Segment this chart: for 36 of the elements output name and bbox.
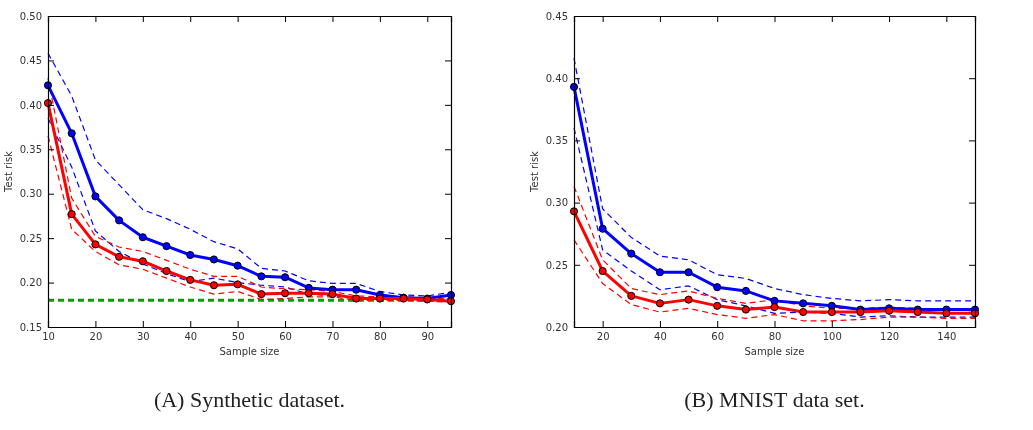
x-axis-title: Sample size xyxy=(219,346,280,357)
y-tick-label: 0.40 xyxy=(545,72,568,84)
x-tick-label: 60 xyxy=(279,331,292,343)
y-tick-label: 0.25 xyxy=(19,232,42,244)
x-tick-label: 10 xyxy=(42,331,55,343)
y-axis-title: Test risk xyxy=(529,150,540,193)
text: (B) MNIST data set. xyxy=(684,387,865,412)
x-tick-label: 80 xyxy=(374,331,387,343)
x-tick-label: 20 xyxy=(89,331,103,343)
y-tick-label: 0.40 xyxy=(19,99,42,111)
y-axis-title: Test risk xyxy=(3,150,14,193)
x-tick-label: 30 xyxy=(136,331,150,343)
y-tick-label: 0.20 xyxy=(19,277,42,289)
x-tick-label: 70 xyxy=(326,331,340,343)
y-tick-label: 0.25 xyxy=(545,259,568,271)
x-tick-label: 120 xyxy=(880,331,900,343)
x-axis-title: Sample size xyxy=(744,346,805,357)
x-tick-label: 50 xyxy=(231,331,245,343)
y-tick-label: 0.35 xyxy=(19,143,42,155)
x-tick-label: 80 xyxy=(768,331,782,343)
x-tick-label: 20 xyxy=(596,331,610,343)
y-tick-label: 0.35 xyxy=(545,135,568,147)
x-tick-label: 90 xyxy=(421,331,435,343)
text: (A) Synthetic dataset. xyxy=(153,387,346,412)
x-tick-label: 40 xyxy=(184,331,198,343)
y-tick-label: 0.30 xyxy=(19,188,42,200)
y-tick-label: 0.30 xyxy=(545,197,568,209)
y-tick-label: 0.15 xyxy=(19,321,42,333)
y-tick-label: 0.45 xyxy=(545,10,568,22)
x-tick-label: 60 xyxy=(711,331,725,343)
x-tick-label: 100 xyxy=(822,331,842,343)
y-tick-label: 0.50 xyxy=(19,10,42,22)
y-tick-label: 0.45 xyxy=(19,55,42,67)
y-tick-label: 0.20 xyxy=(545,321,568,333)
x-tick-label: 40 xyxy=(654,331,667,343)
x-tick-label: 140 xyxy=(937,331,957,343)
